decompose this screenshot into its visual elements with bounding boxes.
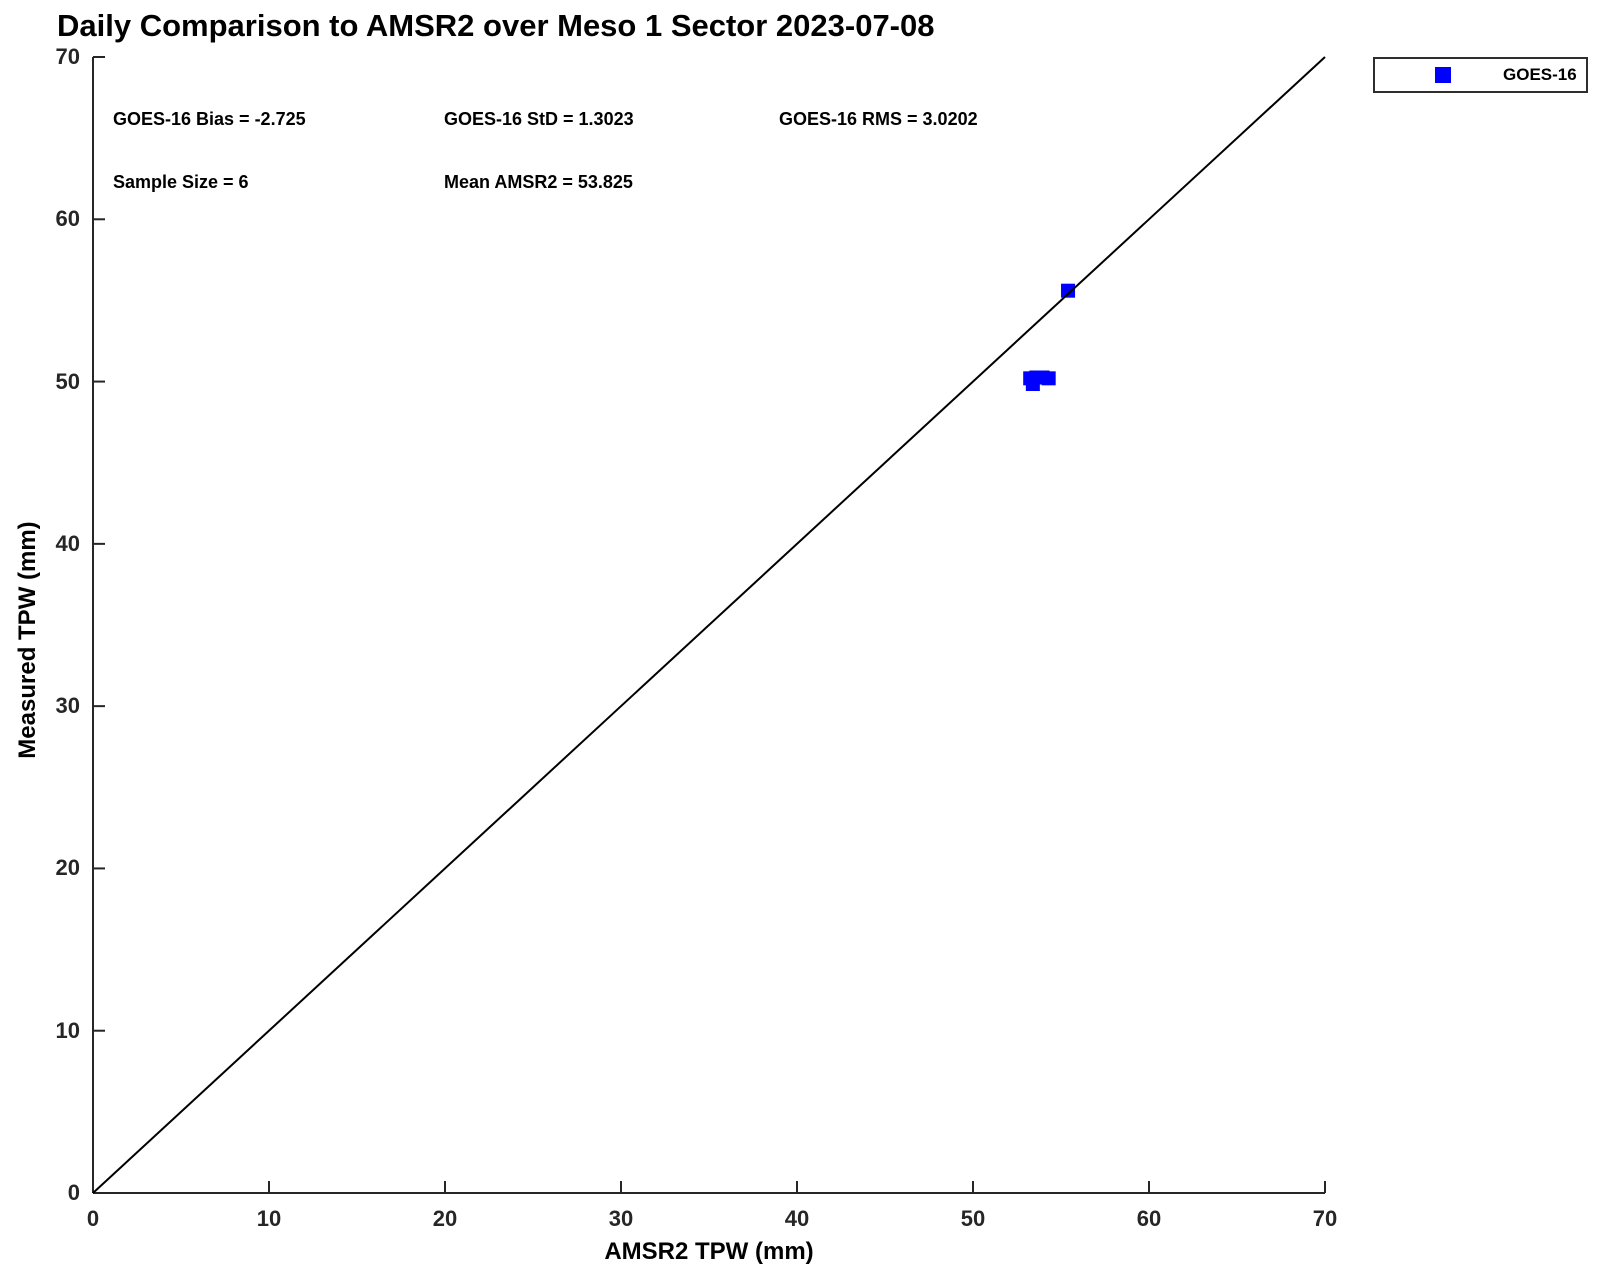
stat-bias: GOES-16 Bias = -2.725 [113,109,306,129]
x-tick-label: 10 [256,1206,282,1231]
y-tick-label: 40 [55,530,80,556]
data-point-marker [1061,283,1076,298]
legend-entry-label: GOES-16 [1503,65,1577,84]
x-tick-label: 60 [1136,1206,1162,1231]
x-tick-label: 70 [1312,1206,1338,1231]
one-to-one-line [92,56,1326,1194]
x-tick-label: 50 [960,1206,986,1231]
stat-sample-size: Sample Size = 6 [113,172,249,192]
stat-std: GOES-16 StD = 1.3023 [444,109,634,129]
y-tick-label: 0 [67,1180,80,1205]
y-tick-label: 20 [55,855,80,881]
x-tick-label: 0 [86,1206,100,1231]
y-tick-label: 30 [55,693,80,719]
x-tick-label: 30 [608,1206,634,1231]
y-tick-label: 50 [55,368,80,394]
legend-marker-square-icon [1435,67,1451,83]
y-tick-label: 10 [55,1017,80,1043]
stat-rms: GOES-16 RMS = 3.0202 [779,109,978,129]
x-tick-label: 40 [784,1206,810,1231]
data-point-marker [1041,371,1056,386]
x-axis-label: AMSR2 TPW (mm) [604,1238,814,1265]
y-axis-label: Measured TPW (mm) [14,521,41,759]
x-tick-label: 20 [432,1206,458,1231]
y-tick-label: 70 [55,44,80,69]
y-tick-label: 60 [55,206,80,232]
data-point-marker [1025,377,1040,392]
legend: GOES-16 [1373,57,1588,93]
chart-title: Daily Comparison to AMSR2 over Meso 1 Se… [57,8,935,43]
stat-mean-amsr2: Mean AMSR2 = 53.825 [444,172,633,192]
